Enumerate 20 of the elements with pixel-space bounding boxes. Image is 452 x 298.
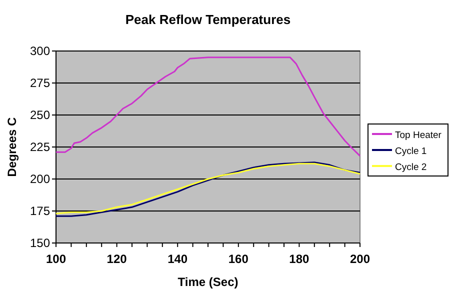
x-tick-label: 200 xyxy=(350,252,370,266)
x-tick-label: 180 xyxy=(289,252,310,266)
y-axis-title: Degrees C xyxy=(5,116,19,177)
legend-label: Cycle 1 xyxy=(395,146,427,157)
y-tick-label: 250 xyxy=(30,108,50,122)
x-tick-label: 140 xyxy=(168,252,188,266)
y-tick-label: 200 xyxy=(30,172,50,186)
chart-title: Peak Reflow Temperatures xyxy=(125,12,291,27)
legend-label: Cycle 2 xyxy=(395,162,427,173)
legend-label: Top Heater xyxy=(395,130,442,141)
x-tick-label: 120 xyxy=(106,252,128,266)
y-tick-label: 275 xyxy=(30,76,50,90)
y-tick-label: 175 xyxy=(30,204,50,218)
y-tick-label: 225 xyxy=(30,140,50,154)
x-tick-label: 100 xyxy=(46,252,66,266)
y-tick-label: 300 xyxy=(30,44,50,58)
x-axis-title: Time (Sec) xyxy=(178,275,238,289)
x-tick-label: 160 xyxy=(228,252,249,266)
line-series xyxy=(55,56,361,157)
y-tick-label: 150 xyxy=(30,236,50,250)
